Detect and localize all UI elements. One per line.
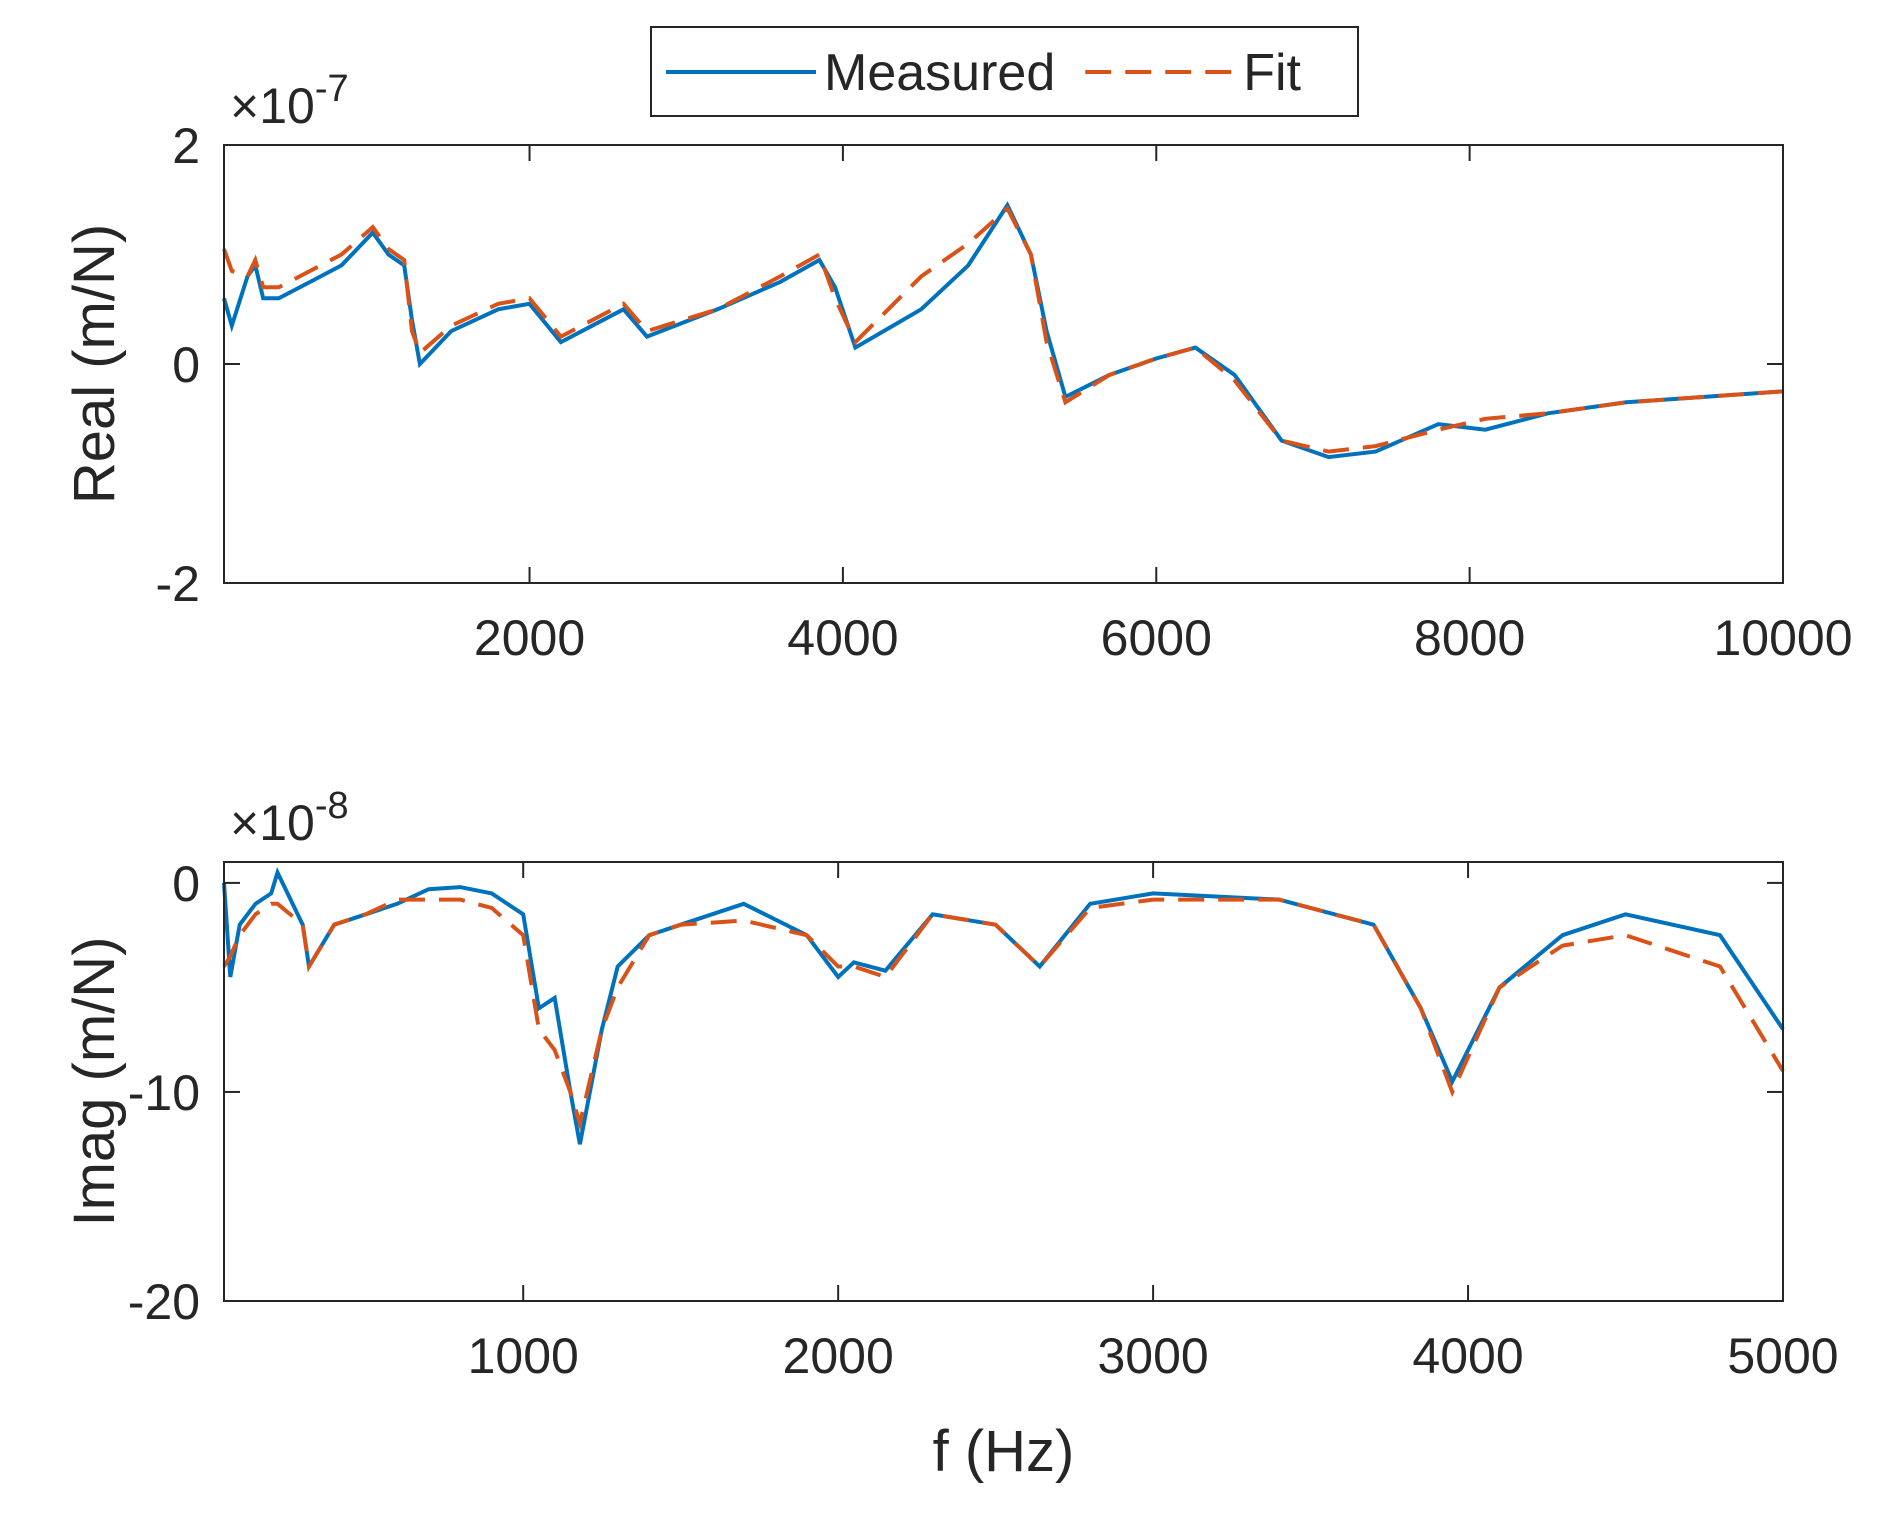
x-tick-label: 5000 [1727,1328,1838,1384]
axes-background [224,862,1783,1301]
y-tick-label: 2 [172,118,200,174]
y-tick-label: -10 [128,1065,200,1121]
x-tick-label: 2000 [783,1328,894,1384]
multiplier-exponent: -8 [315,785,349,827]
x-tick-label: 8000 [1414,610,1525,666]
y-multiplier: ×10-8 [230,785,349,851]
y-tick-label: -2 [156,556,200,612]
axes-background [224,145,1783,583]
data-line [222,897,1785,1132]
x-tick-label: 4000 [787,610,898,666]
multiplier-base: ×10 [230,795,315,851]
multiplier-exponent: -7 [315,68,349,110]
x-tick-label: 3000 [1097,1328,1208,1384]
x-axis-label: f (Hz) [933,1419,1075,1484]
x-tick-label: 10000 [1713,610,1852,666]
y-multiplier: ×10-7 [230,68,349,134]
y-tick-label: 0 [172,856,200,912]
x-tick-label: 6000 [1101,610,1212,666]
y-tick-label: 0 [172,337,200,393]
x-tick-label: 4000 [1412,1328,1523,1384]
axes-box [223,861,1784,1302]
data-line [222,205,1784,454]
y-axis-label: Real (m/N) [62,224,127,504]
x-tick-label: 1000 [468,1328,579,1384]
multiplier-base: ×10 [230,78,315,134]
x-tick-label: 2000 [474,610,585,666]
data-line [222,201,1784,460]
y-tick-label: -20 [128,1274,200,1330]
y-axis-label: Imag (m/N) [62,937,127,1227]
legend-label: Measured [824,44,1055,102]
legend-label: Fit [1243,44,1301,102]
